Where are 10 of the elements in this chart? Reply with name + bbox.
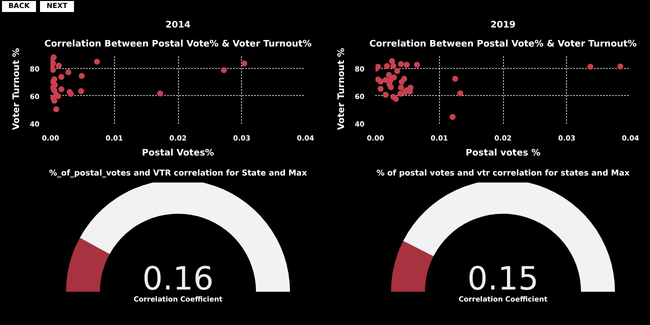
chart-title: 2014 bbox=[165, 20, 191, 30]
chart-subtitle: Correlation Between Postal Vote% & Voter Turnout% bbox=[44, 40, 312, 50]
chart-subtitle: Correlation Between Postal Vote% & Voter Turnout% bbox=[369, 40, 637, 50]
chart-title: % of postal votes and vtr correlation for states and Max bbox=[376, 168, 630, 178]
x-axis-title: Postal votes % bbox=[466, 148, 540, 158]
x-axis-title: Postal Votes% bbox=[142, 148, 214, 158]
y-axis-title: Voter Turnout % bbox=[336, 48, 347, 130]
y-axis-title: Voter Turnout % bbox=[12, 48, 22, 130]
chart-title: 2019 bbox=[490, 20, 516, 30]
chart-title: %_of_postal_votes and VTR correlation for State and Max bbox=[49, 168, 308, 178]
